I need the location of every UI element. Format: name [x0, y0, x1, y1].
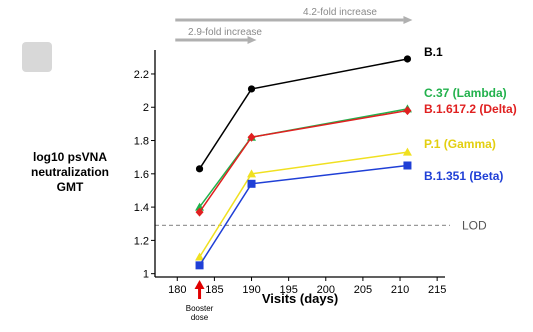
series-line [198, 164, 408, 266]
y-axis-title-line: neutralization [31, 165, 109, 179]
x-tick-label: 180 [168, 284, 186, 296]
x-tick-label: 210 [391, 284, 409, 296]
data-point-marker [195, 207, 204, 217]
booster-label-line: Booster [186, 304, 214, 313]
data-point-marker [402, 147, 412, 156]
booster-arrow-head [194, 280, 205, 289]
fold-annotation-arrow-head [403, 16, 413, 24]
label-group: B.1 C.37 (Lambda) B.1.617.2 (Delta) P.1 (Ga… [424, 45, 517, 183]
series-end-label: B.1 [424, 45, 443, 59]
data-point-marker [403, 55, 412, 63]
data-point-marker [195, 252, 205, 261]
fold-annotation-arrow-head [247, 36, 257, 44]
data-point-marker [403, 106, 412, 116]
y-tick-label: 2.2 [134, 69, 149, 81]
y-axis-title-line: GMT [57, 180, 84, 194]
data-point-marker [247, 85, 256, 93]
data-point-marker [247, 132, 256, 142]
x-tick-label: 185 [205, 284, 223, 296]
x-tick-label: 200 [317, 284, 335, 296]
series-end-label: P.1 (Gamma) [424, 137, 496, 151]
data-point-marker [195, 261, 204, 270]
series-line [198, 109, 408, 213]
axes-group: 1 1.2 1.4 1.6 1.8 2 2.2 180 185 190 195 200 205 210 21… [31, 50, 446, 322]
series-end-label: B.1.617.2 (Delta) [424, 102, 517, 116]
x-tick-label: 195 [279, 284, 297, 296]
data-point-marker [403, 161, 412, 170]
lod-group: LOD [155, 218, 487, 232]
fold-annotation-group: 2.9-fold increase 4.2-fold increase [175, 7, 413, 44]
data-point-marker [247, 169, 257, 178]
x-tick-label: 190 [242, 284, 260, 296]
series-end-label: C.37 (Lambda) [424, 86, 507, 100]
series-group [195, 55, 412, 270]
data-point-marker [247, 179, 256, 188]
x-axis-title: Visits (days) [262, 291, 338, 306]
y-axis-title-line: log10 psVNA [33, 150, 107, 164]
booster-label-line: dose [191, 313, 209, 322]
y-tick-label: 1.6 [134, 169, 149, 181]
x-tick-label: 205 [354, 284, 372, 296]
series-line [198, 108, 408, 208]
x-tick-label: 215 [428, 284, 446, 296]
y-tick-label: 1 [143, 269, 149, 281]
data-point-marker [195, 165, 204, 173]
lod-label: LOD [462, 218, 487, 232]
y-tick-label: 1.2 [134, 235, 149, 247]
y-tick-label: 2 [143, 102, 149, 114]
panel-tab-placeholder [22, 42, 52, 72]
y-tick-label: 1.8 [134, 136, 149, 148]
fold-annotation-label: 2.9-fold increase [188, 27, 262, 38]
series-end-label: B.1.351 (Beta) [424, 169, 503, 183]
fold-annotation-label: 4.2-fold increase [303, 7, 377, 18]
y-tick-label: 1.4 [134, 202, 149, 214]
